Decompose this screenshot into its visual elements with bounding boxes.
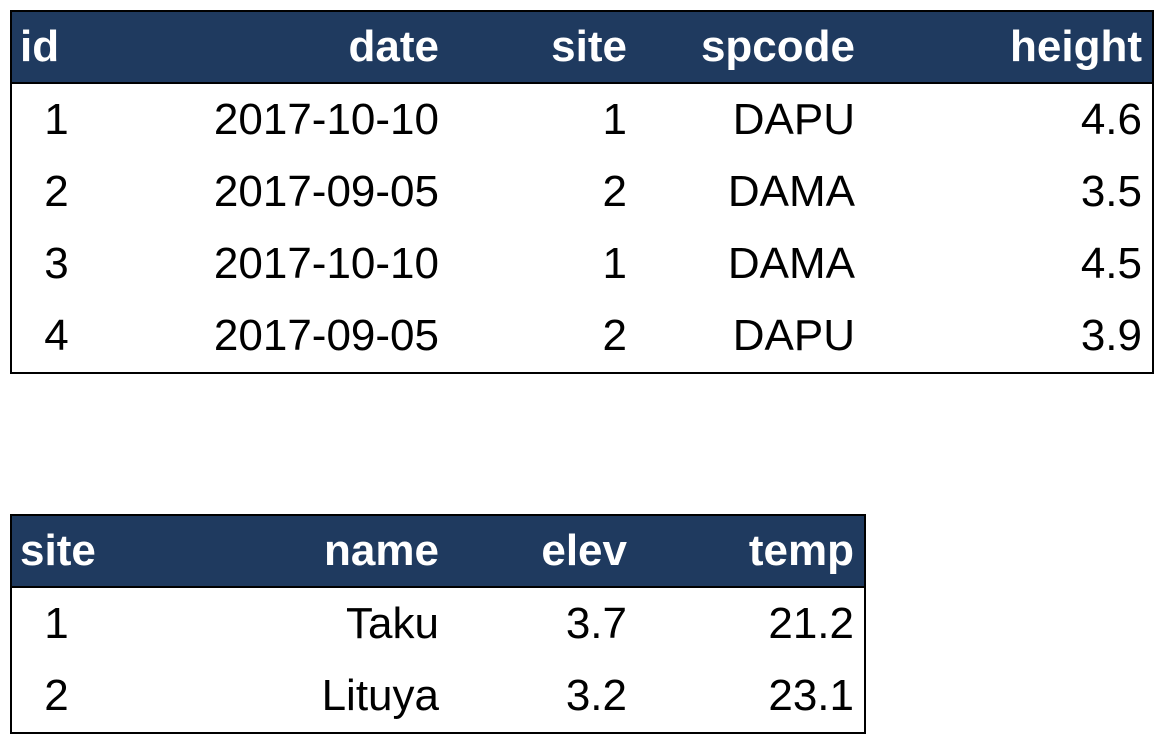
column-header-height: height: [865, 11, 1153, 84]
cell-date: 2017-10-10: [213, 239, 439, 288]
table-header-row: id date site spcode height: [11, 11, 1153, 84]
cell-height: 4.6: [1080, 95, 1142, 144]
cell-spcode: DAPU: [732, 311, 855, 360]
table-row: 2 2017-09-05 2 DAMA 3.5: [11, 156, 1153, 228]
cell-id: 2: [44, 167, 69, 216]
column-header-date: date: [103, 11, 449, 84]
cell-height: 3.9: [1080, 311, 1142, 360]
cell-date: 2017-09-05: [213, 167, 439, 216]
column-header-site: site: [11, 515, 103, 588]
cell-height: 4.5: [1080, 239, 1142, 288]
cell-site: 2: [602, 167, 627, 216]
cell-site: 1: [44, 599, 69, 648]
cell-id: 4: [44, 311, 69, 360]
cell-temp: 23.1: [768, 671, 854, 720]
cell-name: Lituya: [321, 671, 439, 720]
column-header-site: site: [449, 11, 637, 84]
column-header-temp: temp: [637, 515, 865, 588]
cell-elev: 3.2: [565, 671, 627, 720]
table-row: 2 Lituya 3.2 23.1: [11, 660, 865, 733]
cell-site: 2: [44, 671, 69, 720]
cell-name: Taku: [346, 599, 439, 648]
cell-elev: 3.7: [565, 599, 627, 648]
column-header-name: name: [103, 515, 449, 588]
table-row: 3 2017-10-10 1 DAMA 4.5: [11, 228, 1153, 300]
cell-spcode: DAMA: [727, 167, 855, 216]
table-row: 1 Taku 3.7 21.2: [11, 587, 865, 660]
cell-id: 1: [44, 95, 69, 144]
cell-date: 2017-10-10: [213, 95, 439, 144]
cell-site: 1: [602, 95, 627, 144]
cell-spcode: DAMA: [727, 239, 855, 288]
cell-id: 3: [44, 239, 69, 288]
column-header-id: id: [11, 11, 103, 84]
cell-height: 3.5: [1080, 167, 1142, 216]
table-row: 1 2017-10-10 1 DAPU 4.6: [11, 83, 1153, 156]
cell-spcode: DAPU: [732, 95, 855, 144]
cell-site: 1: [602, 239, 627, 288]
column-header-spcode: spcode: [637, 11, 865, 84]
sites-table: site name elev temp 1 Taku 3.7 21.2 2 Li…: [10, 514, 866, 734]
cell-temp: 21.2: [768, 599, 854, 648]
column-header-elev: elev: [449, 515, 637, 588]
cell-site: 2: [602, 311, 627, 360]
observations-table: id date site spcode height 1 2017-10-10 …: [10, 10, 1154, 374]
table-row: 4 2017-09-05 2 DAPU 3.9: [11, 300, 1153, 373]
cell-date: 2017-09-05: [213, 311, 439, 360]
table-header-row: site name elev temp: [11, 515, 865, 588]
